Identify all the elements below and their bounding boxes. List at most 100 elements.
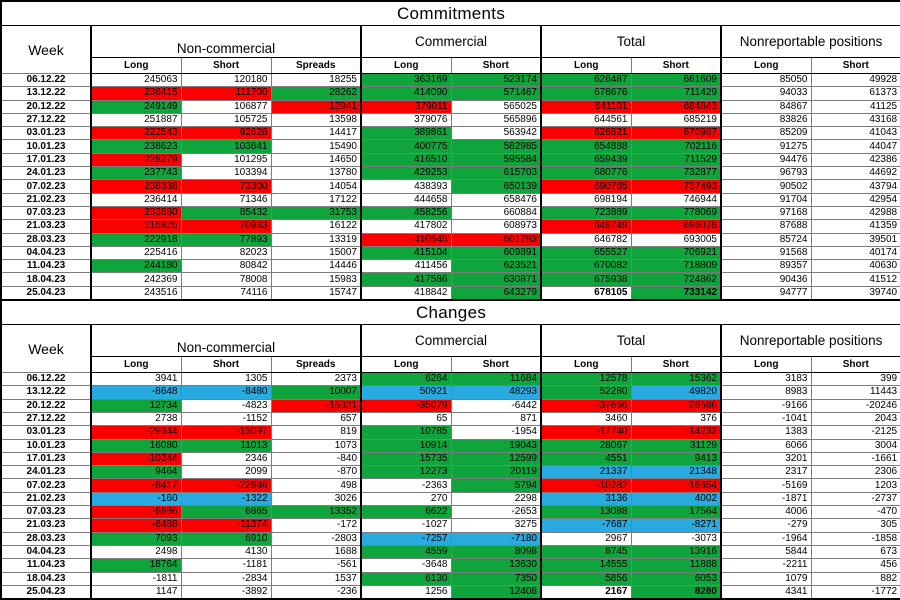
section-title-row: Commitments xyxy=(1,1,900,26)
value-cell: 105725 xyxy=(180,112,272,128)
value-cell: 819 xyxy=(270,425,362,440)
value-cell: -7180 xyxy=(450,531,542,546)
value-cell: 15362 xyxy=(630,372,722,387)
value-cell: 498 xyxy=(270,478,362,493)
value-cell: 658476 xyxy=(450,192,542,207)
group-header-row: Week Non-commercial Commercial Total Non… xyxy=(1,324,900,373)
value-cell: 411456 xyxy=(360,259,452,274)
table-row: 18.04.23 242369 78008 15983 417586 630871 6759… xyxy=(0,272,900,287)
value-cell: 103394 xyxy=(180,166,272,181)
value-cell: -13097 xyxy=(180,425,272,440)
value-cell: -1811 xyxy=(90,571,182,586)
table-row: 11.04.23 244180 80842 14446 411456 623521 6700… xyxy=(0,259,900,274)
value-cell: -840 xyxy=(270,451,362,467)
week-cell: 21.02.23 xyxy=(0,192,92,207)
week-cell: 07.02.23 xyxy=(0,179,92,194)
value-cell: 13630 xyxy=(450,558,542,573)
value-cell: 71346 xyxy=(180,192,272,207)
subheader-nc-short: Short xyxy=(180,57,271,74)
value-cell: 249149 xyxy=(90,99,182,114)
value-cell: 42386 xyxy=(810,152,900,168)
value-cell: 693005 xyxy=(630,232,722,247)
table-row: 21.02.23 236414 71346 17122 444658 658476 6981… xyxy=(0,192,900,207)
value-cell: 1203 xyxy=(810,478,900,493)
value-cell: -14232 xyxy=(630,425,722,440)
value-cell: 400775 xyxy=(360,139,452,154)
value-cell: 410545 xyxy=(360,232,452,247)
value-cell: 737493 xyxy=(630,179,722,194)
value-cell: 6053 xyxy=(630,571,722,586)
value-cell: 120180 xyxy=(180,72,272,88)
value-cell: 696078 xyxy=(630,219,722,234)
table-row: 18.04.23 -1811 -2834 1537 6130 7350 5856 6053 10… xyxy=(0,571,900,586)
week-cell: 11.04.23 xyxy=(0,558,92,573)
value-cell: 2346 xyxy=(180,451,272,467)
value-cell: 1256 xyxy=(360,584,452,600)
value-cell: 90436 xyxy=(720,272,812,287)
value-cell: 94033 xyxy=(720,86,812,101)
section-title: Changes xyxy=(1,300,900,326)
value-cell: 31753 xyxy=(270,205,362,221)
value-cell: -5169 xyxy=(720,478,812,493)
table-row: 07.03.23 -6886 6865 13352 6622 -2653 13088 1756… xyxy=(0,505,900,520)
table-row: 25.04.23 1147 -3892 -236 1256 12408 2167 8280 43… xyxy=(0,584,900,600)
value-cell: 3004 xyxy=(810,438,900,453)
value-cell: 238338 xyxy=(90,179,182,194)
value-cell: 1383 xyxy=(720,425,812,440)
week-cell: 04.04.23 xyxy=(0,544,92,560)
value-cell: 8745 xyxy=(540,544,632,560)
value-cell: 31129 xyxy=(630,438,722,453)
subheader-total-short: Short xyxy=(630,57,721,74)
week-cell: 20.12.22 xyxy=(0,99,92,114)
week-cell: 28.03.23 xyxy=(0,232,92,247)
value-cell: 733142 xyxy=(630,285,722,301)
value-cell: 243516 xyxy=(90,285,182,301)
value-cell: 236414 xyxy=(90,192,182,207)
value-cell: -16654 xyxy=(630,478,722,493)
subheader-nc-spreads: Spreads xyxy=(270,57,361,74)
value-cell: 429253 xyxy=(360,166,452,181)
value-cell: 1537 xyxy=(270,571,362,586)
value-cell: 41512 xyxy=(810,272,900,287)
week-cell: 25.04.23 xyxy=(0,584,92,600)
value-cell: 12941 xyxy=(270,99,362,114)
week-cell: 13.12.22 xyxy=(0,86,92,101)
value-cell: 399 xyxy=(810,372,900,387)
value-cell: 17122 xyxy=(270,192,362,207)
group-header-total: Total xyxy=(540,25,721,58)
value-cell: 85050 xyxy=(720,72,812,88)
value-cell: 94777 xyxy=(720,285,812,301)
subheader-nr-long: Long xyxy=(720,57,811,74)
value-cell: 215825 xyxy=(90,219,182,234)
value-cell: 11013 xyxy=(180,438,272,453)
value-cell: 698194 xyxy=(540,192,632,207)
value-cell: 601793 xyxy=(450,232,542,247)
value-cell: 28067 xyxy=(540,438,632,453)
value-cell: 15735 xyxy=(360,451,452,467)
value-cell: 14054 xyxy=(270,179,362,194)
subheader-total-long: Long xyxy=(540,57,631,74)
value-cell: 61373 xyxy=(810,86,900,101)
value-cell: -8271 xyxy=(630,518,722,533)
value-cell: 608973 xyxy=(450,219,542,234)
subheader-nc-long: Long xyxy=(90,57,181,74)
value-cell: 3201 xyxy=(720,451,812,467)
table-row: 07.02.23 -8417 -22946 498 -2363 5794 -10282 -16… xyxy=(0,478,900,493)
week-column-header: Week xyxy=(1,324,91,373)
value-cell: 6264 xyxy=(360,372,452,387)
value-cell: 456 xyxy=(810,558,900,573)
group-header-total: Total xyxy=(540,324,721,358)
value-cell: 12273 xyxy=(360,465,452,480)
value-cell: 82023 xyxy=(180,245,272,261)
table-row: 24.01.23 9464 2099 -870 12273 20119 21337 21348… xyxy=(0,465,900,480)
value-cell: 70983 xyxy=(180,219,272,234)
value-cell: 2099 xyxy=(180,465,272,480)
value-cell: -2653 xyxy=(450,505,542,520)
value-cell: -26586 xyxy=(630,398,722,413)
value-cell: 83826 xyxy=(720,112,812,128)
value-cell: -8648 xyxy=(90,385,182,400)
value-cell: 78008 xyxy=(180,272,272,287)
value-cell: 17564 xyxy=(630,505,722,520)
value-cell: 363169 xyxy=(360,72,452,88)
value-cell: 14446 xyxy=(270,259,362,274)
